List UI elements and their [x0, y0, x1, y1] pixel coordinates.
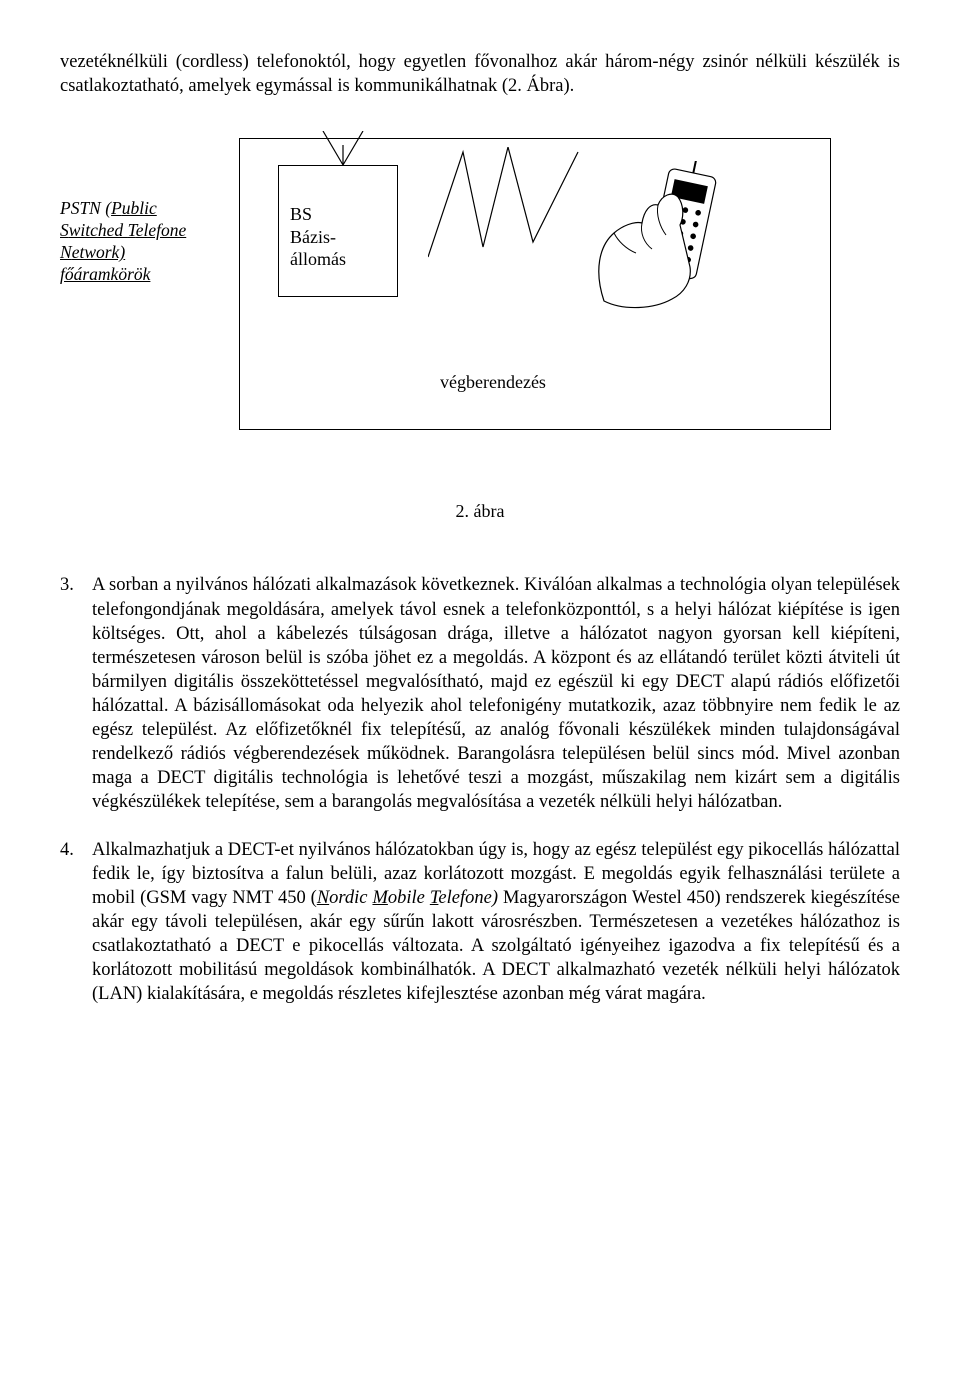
wave-lines-icon — [428, 147, 588, 267]
pstn-s: S — [60, 220, 69, 240]
item4-ordic: ordic — [329, 888, 372, 908]
pstn-public: ublic — [122, 198, 157, 218]
figure-2-wrapper: PSTN (Public Switched Telefone Network) … — [60, 138, 900, 430]
bs-text: BS Bázis- állomás — [290, 203, 346, 271]
bs-line3: állomás — [290, 249, 346, 269]
pstn-label: PSTN (Public Switched Telefone Network) … — [60, 138, 215, 286]
item4-m: M — [372, 888, 387, 908]
item4-n: N — [317, 888, 329, 908]
pstn-pre: PSTN ( — [60, 198, 111, 218]
pstn-t: T — [128, 220, 136, 240]
item4-telefone: elefone) — [438, 888, 498, 908]
list-item-4: 4. Alkalmazhatjuk a DECT-et nyilvános há… — [60, 838, 900, 1006]
pstn-p: P — [111, 198, 122, 218]
intro-paragraph: vezetéknélküli (cordless) telefonoktól, … — [60, 50, 900, 98]
hand-phone-icon — [584, 161, 764, 321]
vegberendezes-label: végberendezés — [440, 371, 546, 394]
list-item-3: 3. A sorban a nyilvános hálózati alkalma… — [60, 573, 900, 813]
item4-number: 4. — [60, 838, 92, 1006]
figure-2-caption: 2. ábra — [60, 500, 900, 523]
diagram-outer-box: BS Bázis- állomás — [239, 138, 831, 430]
item4-text: Alkalmazhatjuk a DECT-et nyilvános hálóz… — [92, 838, 900, 1006]
item3-number: 3. — [60, 573, 92, 813]
pstn-switched: witched — [69, 220, 128, 240]
pstn-n: N — [60, 242, 72, 262]
item4-obile: obile — [388, 888, 430, 908]
antenna-icon — [318, 131, 368, 171]
item3-text: A sorban a nyilvános hálózati alkalmazás… — [92, 573, 900, 813]
bs-line2: Bázis- — [290, 227, 336, 247]
bs-line1: BS — [290, 204, 312, 224]
pstn-network: etwork) főáramkörök — [60, 242, 150, 284]
pstn-telefone: elefone — [136, 220, 187, 240]
